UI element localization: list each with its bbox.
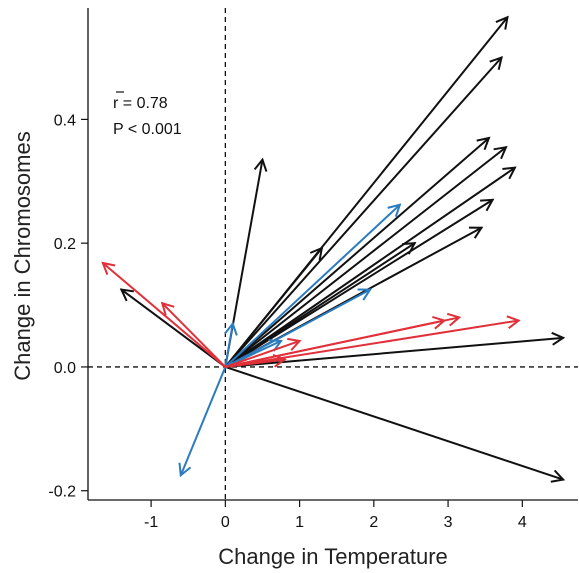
y-tick-label: 0.0: [54, 360, 76, 377]
y-axis-title: Change in Chromosomes: [10, 131, 35, 380]
black-arrow: [121, 290, 227, 368]
red-arrow: [224, 321, 444, 368]
black-arrow: [224, 138, 489, 368]
red-arrow: [224, 360, 284, 368]
blue-arrow: [181, 365, 227, 475]
black-arrow: [224, 58, 501, 368]
r-annotation: r = 0.78: [113, 95, 168, 112]
red-arrow: [224, 341, 299, 368]
y-tick-label: 0.2: [54, 236, 76, 253]
y-tick-label: 0.4: [54, 112, 76, 129]
x-axis-title: Change in Temperature: [218, 544, 448, 569]
axis-ticks: -1 0 1 2 3 4 -0.2 0.0 0.2 0.4: [48, 112, 526, 531]
blue-arrow: [224, 205, 399, 368]
black-arrow: [224, 147, 506, 368]
x-tick-label: 4: [518, 514, 527, 531]
x-tick-label: 3: [444, 514, 453, 531]
red-arrow: [162, 303, 227, 368]
blue-arrow: [224, 341, 281, 368]
black-arrow: [224, 200, 492, 368]
x-tick-label: 2: [369, 514, 378, 531]
x-tick-label: -1: [144, 514, 158, 531]
black-arrow: [224, 365, 563, 480]
black-arrow: [224, 248, 322, 368]
x-tick-label: 0: [221, 514, 230, 531]
black-arrow: [224, 243, 414, 368]
black-arrow: [224, 168, 515, 368]
blue-arrow: [224, 290, 370, 368]
p-annotation: P < 0.001: [113, 121, 182, 138]
y-tick-label: -0.2: [48, 484, 76, 501]
x-tick-label: 1: [295, 514, 304, 531]
red-arrow: [103, 263, 227, 368]
blue-arrow: [225, 324, 232, 368]
arrow-series: [103, 17, 563, 479]
